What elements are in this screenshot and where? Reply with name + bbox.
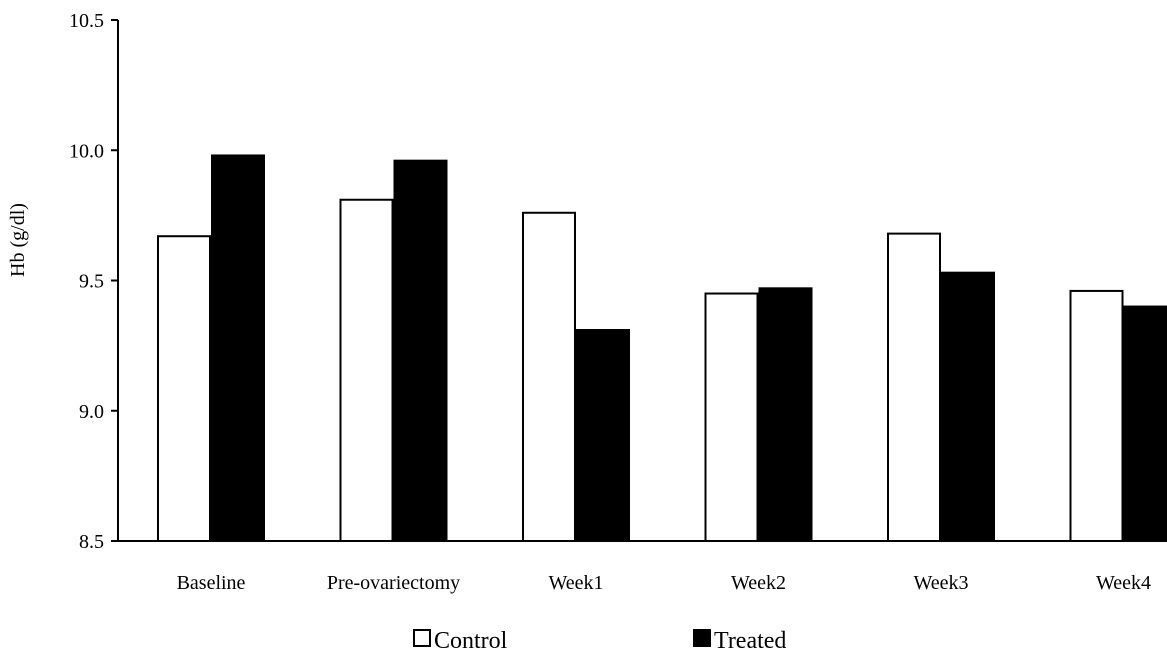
x-tick-label: Week3 <box>913 572 968 594</box>
y-tick-label: 10.0 <box>69 140 104 162</box>
y-tick-label: 10.5 <box>69 10 104 32</box>
y-axis-title: Hb (g/dl) <box>7 203 29 277</box>
bar-control-week4 <box>1069 289 1124 543</box>
x-tick-label: Baseline <box>177 572 246 594</box>
bar-treated-week3 <box>941 271 995 542</box>
bar-treated-week2 <box>758 287 813 542</box>
bar-control-week2 <box>704 292 759 542</box>
x-tick-label: Week1 <box>548 572 603 594</box>
bar-control-week3 <box>887 232 941 543</box>
y-tick-label: 8.5 <box>79 531 104 553</box>
legend-label-treated: Treated <box>714 628 786 654</box>
legend-swatch-treated <box>693 629 711 647</box>
legend: Control Treated <box>413 628 786 654</box>
x-labels-group: Baseline Pre-ovariectomy Week1 Week2 Week3 We… <box>177 572 1151 594</box>
bar-treated-baseline <box>211 154 265 543</box>
bar-control-baseline <box>157 235 211 542</box>
y-ticks-group: 8.5 9.0 9.5 10.0 10.5 <box>69 10 118 553</box>
legend-swatch-control <box>413 629 431 647</box>
bar-control-week1 <box>522 211 576 543</box>
bar-treated-pre-ovariectomy <box>393 159 448 542</box>
y-tick-label: 9.5 <box>79 271 104 293</box>
bar-control-pre-ovariectomy <box>339 198 394 542</box>
bar-treated-week1 <box>576 328 630 542</box>
x-tick-label: Pre-ovariectomy <box>327 572 460 594</box>
x-tick-label: Week4 <box>1096 572 1151 594</box>
x-tick-label: Week2 <box>731 572 786 594</box>
y-tick-label: 9.0 <box>79 401 104 423</box>
bar-treated-week4 <box>1123 305 1167 542</box>
legend-label-control: Control <box>434 628 508 654</box>
bars-group <box>157 154 1167 543</box>
